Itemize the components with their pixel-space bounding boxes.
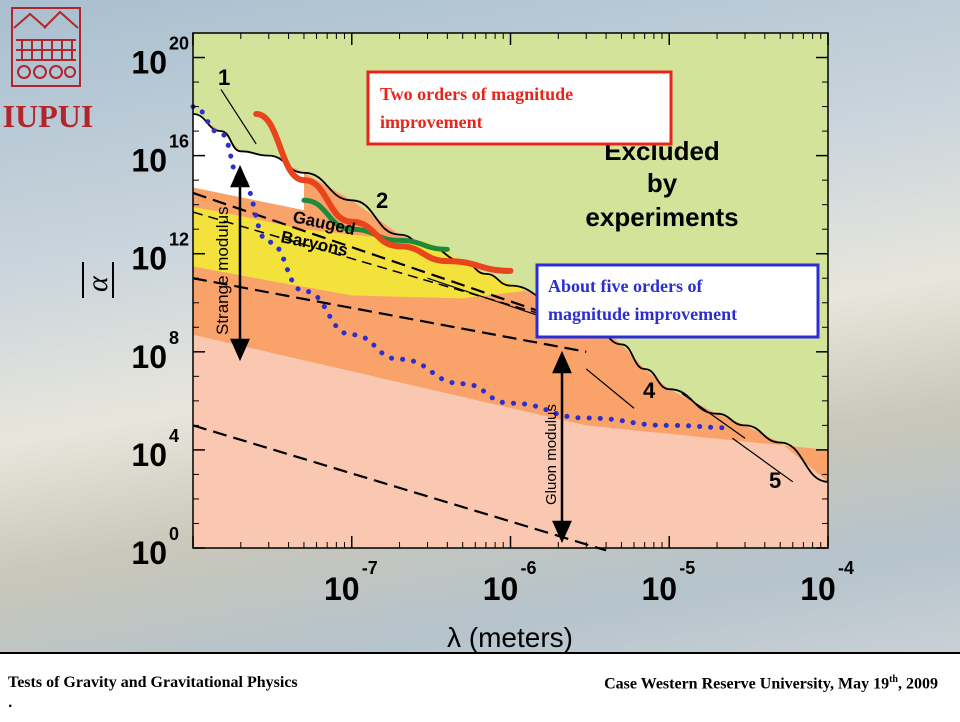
gluon-modulus-label: Gluon modulus [543, 404, 560, 505]
footer: Tests of Gravity and Gravitational Physi… [0, 652, 960, 722]
svg-text:improvement: improvement [380, 112, 483, 132]
gauged-baryons-region [193, 207, 524, 299]
curve-number-1: 1 [218, 65, 230, 90]
dashed-line [192, 277, 587, 353]
curve-number-2: 2 [376, 188, 388, 213]
x-tick-label: 10 [641, 571, 677, 607]
iupui-logo: IUPUI [3, 7, 94, 134]
y-tick-label-exponent: 8 [169, 328, 179, 348]
svg-text:α: α [81, 275, 114, 292]
dashed-line [192, 424, 607, 552]
strange-modulus-label: Strange modulus [213, 206, 232, 335]
y-tick-label-exponent: 4 [169, 426, 179, 446]
allowed-white-region [193, 114, 304, 211]
x-tick-label-exponent: -6 [520, 558, 536, 578]
curve-number-4: 4 [643, 378, 656, 403]
y-tick-label-exponent: 12 [169, 230, 189, 250]
chart-figure: IUPUI 10-710-610-510-4100104108101210161… [3, 7, 854, 652]
y-tick-label: 10 [131, 241, 167, 277]
y-tick-label: 10 [131, 535, 167, 571]
x-tick-label-exponent: -4 [838, 558, 854, 578]
x-tick-label: 10 [483, 571, 519, 607]
dashed-line [192, 191, 587, 329]
logo-text: IUPUI [3, 98, 94, 134]
y-tick-label: 10 [131, 143, 167, 179]
excluded-label-line3: experiments [585, 202, 738, 232]
curve-number-5: 5 [769, 468, 781, 493]
tangent-lines [220, 89, 794, 483]
footer-title: Tests of Gravity and Gravitational Physi… [8, 674, 298, 691]
x-tick-label: 10 [324, 571, 360, 607]
tangent-line [220, 89, 257, 145]
gluon-modulus-arrow [552, 350, 572, 544]
x-tick-label-exponent: -5 [679, 558, 695, 578]
y-axis-label: α [81, 262, 114, 298]
y-tick-label-exponent: 0 [169, 524, 179, 544]
tangent-line [681, 392, 746, 439]
y-tick-label: 10 [131, 339, 167, 375]
footer-dot: . [8, 694, 13, 711]
y-tick-label-exponent: 16 [169, 132, 189, 152]
excluded-label-line2: by [647, 168, 678, 198]
tangent-line [427, 277, 539, 317]
x-axis-label: λ (meters) [447, 622, 573, 652]
x-tick-label-exponent: -7 [362, 558, 378, 578]
footer-venue: Case Western Reserve University, May 19t… [604, 674, 938, 693]
svg-text:About five orders of: About five orders of [548, 276, 703, 296]
svg-text:magnitude improvement: magnitude improvement [548, 304, 737, 324]
dashed-line [192, 211, 587, 329]
tangent-line [732, 437, 794, 483]
annotation-two-orders: Two orders of magnitude improvement [366, 70, 673, 146]
y-tick-label: 10 [131, 437, 167, 473]
y-tick-label: 10 [131, 45, 167, 81]
red-projection-curve [253, 111, 514, 274]
annotation-five-orders: About five orders of magnitude improveme… [535, 263, 820, 339]
x-tick-label: 10 [800, 571, 836, 607]
exclusion-boundary-line [192, 113, 829, 483]
svg-text:Two orders of magnitude: Two orders of magnitude [380, 84, 573, 104]
strange-modulus-arrow [230, 164, 250, 362]
tangent-line [585, 368, 635, 409]
y-tick-label-exponent: 20 [169, 34, 189, 54]
